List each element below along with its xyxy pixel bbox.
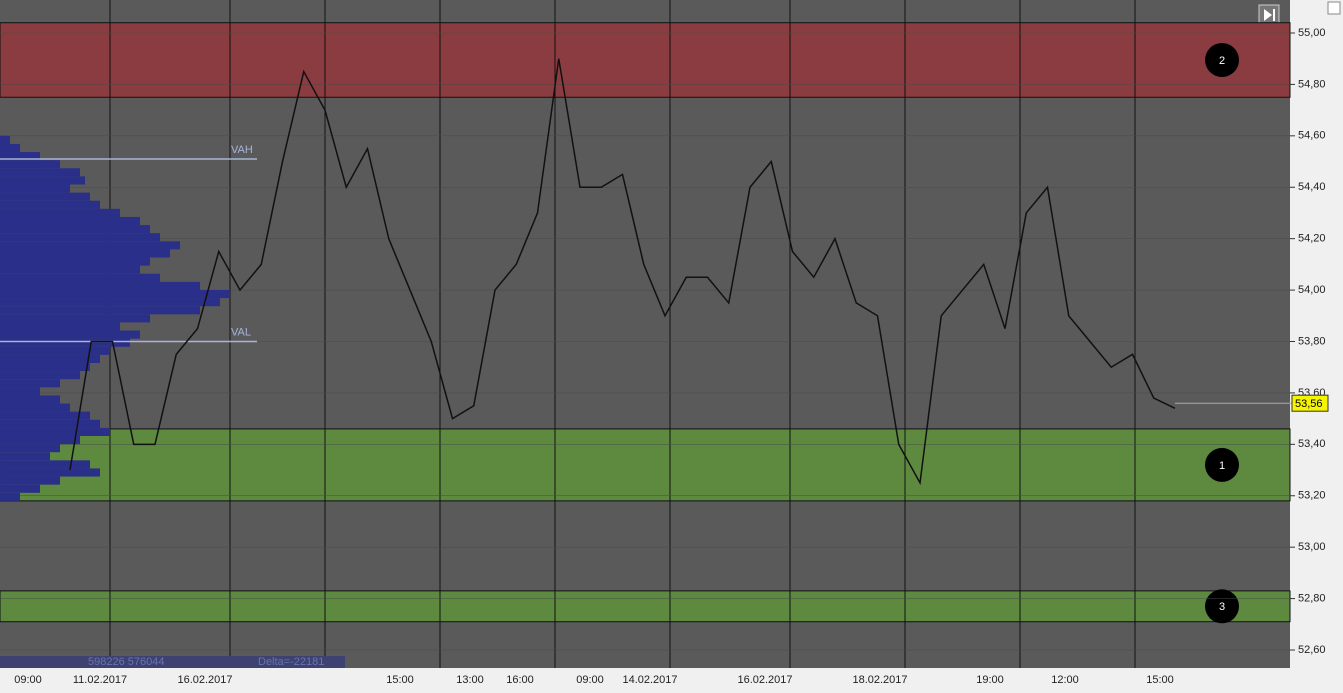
y-tick-label: 53,80	[1298, 335, 1326, 347]
profile-bar	[0, 192, 90, 201]
profile-bar	[0, 143, 20, 153]
x-tick-label: 16.02.2017	[737, 674, 792, 686]
price-line	[69, 58, 1176, 486]
profile-bar	[0, 216, 140, 226]
x-tick-label: 15:00	[386, 674, 414, 686]
profile-bar	[0, 160, 60, 169]
value-area-label: VAL	[231, 326, 251, 338]
y-tick-label: 54,80	[1298, 78, 1326, 90]
y-tick-label: 54,00	[1298, 284, 1326, 296]
zone-label: 2	[1219, 55, 1225, 67]
profile-bar	[0, 403, 70, 412]
x-tick-label: 15:00	[1146, 674, 1174, 686]
current-price-tag	[1291, 394, 1329, 412]
profile-bar	[0, 241, 180, 250]
profile-bar	[0, 200, 100, 209]
profile-bar	[0, 435, 80, 445]
profile-bar	[0, 289, 230, 299]
profile-bar	[0, 176, 85, 185]
stats-delta: Delta=-22181	[258, 656, 324, 668]
profile-bar	[0, 338, 130, 347]
profile-bar	[0, 395, 60, 404]
profile-bar	[0, 314, 150, 323]
time-grid	[109, 0, 1136, 668]
profile-bar	[0, 484, 40, 493]
profile-bar	[0, 168, 80, 177]
profile-bar	[0, 184, 70, 193]
profile-bar	[0, 225, 150, 234]
profile-bar	[0, 322, 120, 331]
profile-bar	[0, 468, 100, 477]
profile-bar	[0, 476, 60, 485]
profile-bar	[0, 452, 50, 461]
zone-badge	[1205, 589, 1239, 624]
price-axis	[1290, 0, 1343, 688]
corner-button[interactable]	[1327, 1, 1341, 15]
current-price-label: 53,56	[1295, 398, 1323, 410]
zone	[0, 590, 1291, 623]
zone-badge	[1205, 42, 1239, 77]
profile-bar	[0, 460, 90, 469]
profile-bar	[0, 233, 160, 242]
y-tick-label: 53,40	[1298, 438, 1326, 450]
profile-bar	[0, 281, 200, 290]
y-tick-label: 52,60	[1298, 644, 1326, 656]
zone-badge	[1205, 447, 1239, 482]
zone-label: 1	[1219, 460, 1225, 472]
x-tick-label: 18.02.2017	[852, 674, 907, 686]
x-tick-label: 09:00	[14, 674, 42, 686]
profile-bar	[0, 492, 20, 501]
x-tick-label: 11.02.2017	[73, 674, 127, 686]
scroll-end-icon	[1264, 9, 1275, 21]
y-tick-label: 54,20	[1298, 233, 1326, 245]
zone	[0, 428, 1291, 502]
stats-volumes: 598226 576044	[88, 656, 164, 668]
x-tick-label: 12:00	[1051, 674, 1079, 686]
zone-label: 3	[1219, 601, 1225, 613]
profile-bar	[0, 371, 80, 380]
profile-bar	[0, 362, 90, 372]
stats-bar	[0, 656, 345, 668]
x-tick-label: 16.02.2017	[177, 674, 232, 686]
profile-bar	[0, 306, 200, 315]
plot-background	[0, 0, 1290, 668]
profile-bar	[0, 379, 60, 388]
profile-bar	[0, 273, 160, 282]
y-tick-label: 53,00	[1298, 541, 1326, 553]
profile-bar	[0, 387, 40, 396]
profile-bar	[0, 298, 220, 307]
y-tick-label: 55,00	[1298, 27, 1326, 39]
y-tick-label: 54,40	[1298, 181, 1326, 193]
zone	[0, 22, 1291, 98]
value-area-label: VAH	[231, 144, 253, 156]
profile-bar	[0, 346, 110, 355]
profile-bar	[0, 152, 40, 161]
profile-bar	[0, 135, 10, 144]
x-tick-label: 13:00	[456, 674, 484, 686]
x-tick-label: 19:00	[976, 674, 1004, 686]
x-tick-label: 09:00	[576, 674, 604, 686]
y-tick-label: 54,60	[1298, 130, 1326, 142]
profile-bar	[0, 411, 90, 420]
profile-bar	[0, 265, 140, 274]
profile-bar	[0, 354, 100, 363]
profile-bar	[0, 419, 100, 428]
x-tick-label: 14.02.2017	[622, 674, 677, 686]
x-tick-label: 16:00	[506, 674, 534, 686]
profile-bar	[0, 208, 120, 217]
profile-bar	[0, 249, 170, 258]
y-tick-label: 52,80	[1298, 592, 1326, 604]
profile-bar	[0, 330, 140, 339]
profile-bar	[0, 427, 110, 436]
profile-bar	[0, 444, 60, 453]
profile-bar	[0, 257, 150, 266]
y-tick-label: 53,20	[1298, 490, 1326, 502]
